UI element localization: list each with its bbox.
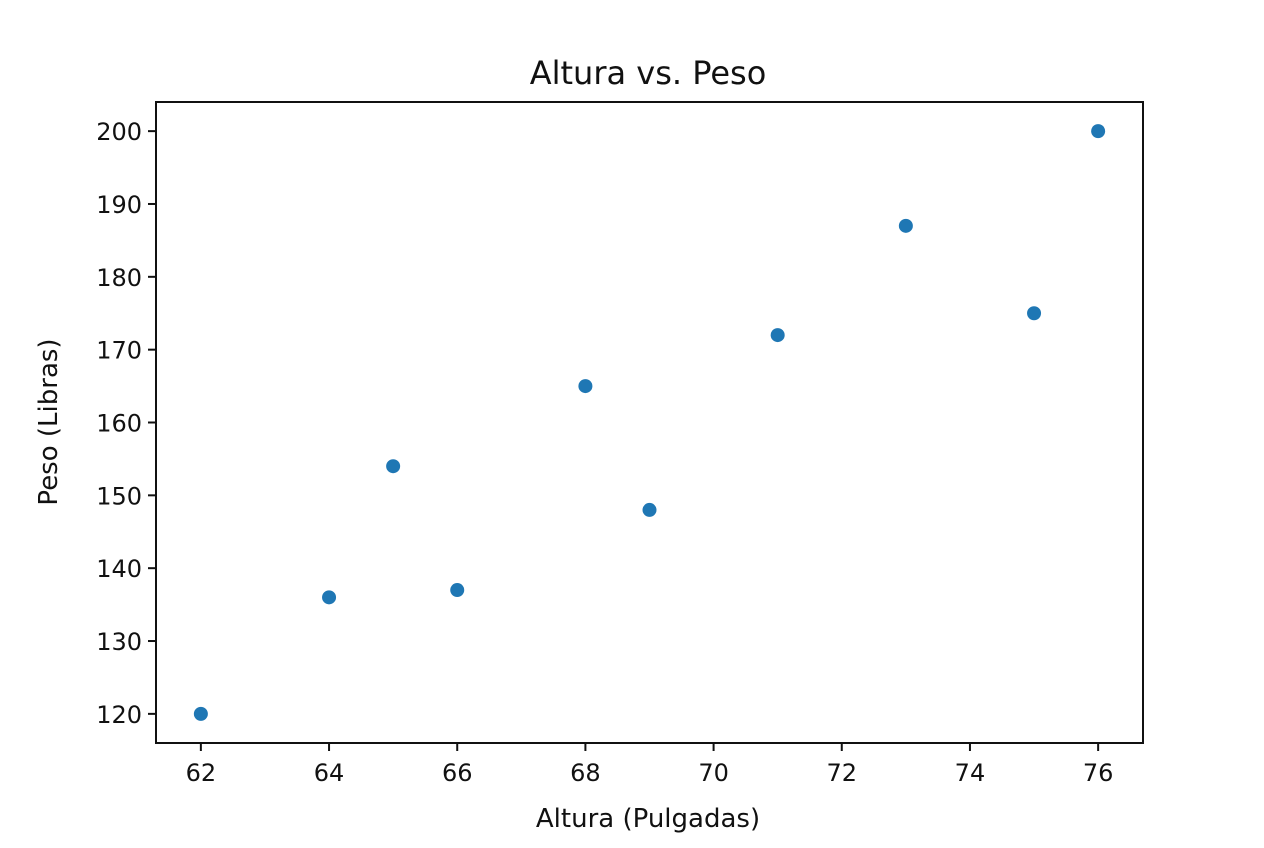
x-tick-label: 68 — [570, 759, 601, 787]
y-axis-label: Peso (Libras) — [34, 338, 64, 505]
y-tick-label: 150 — [96, 482, 142, 510]
y-tick-label: 160 — [96, 410, 142, 438]
data-point — [450, 583, 465, 598]
y-tick-label: 140 — [96, 555, 142, 583]
data-point — [898, 218, 913, 233]
data-point — [386, 459, 401, 474]
x-tick-label: 76 — [1083, 759, 1114, 787]
y-tick-label: 200 — [96, 118, 142, 146]
data-point — [578, 379, 593, 394]
y-tick-label: 130 — [96, 628, 142, 656]
chart-title: Altura vs. Peso — [530, 54, 767, 92]
x-tick-label: 66 — [442, 759, 473, 787]
x-tick-label: 62 — [186, 759, 217, 787]
data-point — [322, 590, 337, 605]
x-tick-label: 64 — [314, 759, 345, 787]
x-tick-label: 70 — [698, 759, 729, 787]
data-points — [193, 124, 1106, 721]
x-tick-label: 74 — [955, 759, 986, 787]
data-point — [642, 502, 657, 517]
x-axis-label: Altura (Pulgadas) — [536, 804, 760, 834]
y-tick-label: 170 — [96, 337, 142, 365]
data-point — [770, 328, 785, 343]
data-point — [1027, 306, 1042, 321]
y-axis: 120 130 140 150 160 170 180 190 200 — [96, 118, 156, 729]
x-axis: 62 64 66 68 70 72 74 76 — [186, 743, 1114, 787]
y-tick-label: 180 — [96, 264, 142, 292]
data-point — [1091, 124, 1106, 139]
y-tick-label: 190 — [96, 191, 142, 219]
y-tick-label: 120 — [96, 701, 142, 729]
x-tick-label: 72 — [826, 759, 857, 787]
data-point — [193, 706, 208, 721]
